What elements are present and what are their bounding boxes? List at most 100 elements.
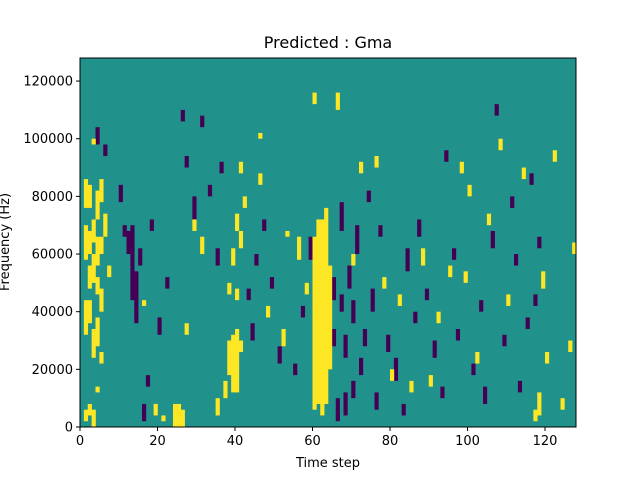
heatmap-cell-low [339,202,344,231]
heatmap-cell-high [184,323,189,335]
heatmap-cell-high [537,392,542,416]
heatmap-cell-low [126,230,131,255]
heatmap-cell-high [231,248,236,266]
heatmap-cell-low [417,219,422,237]
heatmap-cell-high [397,294,402,306]
heatmap-cell-low [215,248,220,266]
heatmap-cell-low [401,403,406,416]
heatmap-cell-high [87,184,92,208]
heatmap-cell-low [145,375,151,387]
heatmap-cell-low [343,392,348,416]
heatmap-cell-low [359,357,364,376]
heatmap-cell-low [370,288,375,312]
heatmap-cell-high [351,254,356,266]
heatmap-cell-low [386,334,391,353]
heatmap-cell-high [91,409,96,427]
heatmap-cell-high [324,207,329,404]
heatmap-cell-high [95,317,100,347]
heatmap-cell-high [242,196,247,208]
heatmap-cell-high [83,409,89,422]
heatmap-cell-high [235,328,240,393]
heatmap-cell-high [281,328,286,347]
heatmap-cell-low [331,328,337,347]
heatmap-cell-high [103,213,108,237]
heatmap-cell-high [312,92,317,105]
heatmap-cell-high [231,334,236,393]
heatmap-cell-low [529,173,534,185]
heatmap-cell-low [483,386,488,404]
heatmap-cell-high [95,277,100,295]
heatmap-cell-low [351,380,356,399]
x-tick-label: 80 [382,434,399,449]
heatmap-cell-high [560,398,565,410]
heatmap-cell-high [238,161,244,174]
heatmap-cell-low [134,271,139,324]
y-tick-label: 100000 [23,132,73,147]
heatmap-cell-low [219,161,224,174]
heatmap-cell-high [572,242,577,255]
heatmap-cell-high [87,230,92,255]
heatmap-cell-high [176,403,182,427]
heatmap-cell-high [87,300,92,324]
heatmap-cell-low [122,225,127,237]
heatmap-cell-high [266,305,271,318]
heatmap-cell-high [545,352,550,364]
heatmap-cell-high [83,225,89,260]
heatmap-cell-low [95,127,100,145]
heatmap-cell-low [269,277,275,289]
heatmap-cell-low [413,311,418,324]
heatmap-cell-low [165,277,170,289]
heatmap-cell-low [138,248,143,266]
heatmap-cell-high [320,219,325,416]
heatmap-cell-low [490,230,495,249]
heatmap-cell-low [440,386,445,399]
heatmap-cell-high [463,271,468,283]
heatmap-cell-high [297,236,302,260]
heatmap-cell-high [486,213,492,226]
heatmap-cell-high [541,271,546,289]
heatmap-cell-low [494,104,499,116]
heatmap-cell-high [99,288,104,312]
heatmap-cell-high [521,167,526,180]
heatmap-cell-low [192,196,197,220]
heatmap-cell-high [153,403,158,416]
heatmap-cell-low [254,254,259,266]
heatmap-cell-low [537,236,542,249]
x-tick-label: 100 [455,434,480,449]
heatmap-cell-high [467,184,472,197]
heatmap-cell-low [246,288,251,301]
heatmap-cell-high [409,380,414,393]
y-tick-label: 60000 [32,248,73,263]
heatmap-cell-high [552,150,557,162]
y-tick-label: 40000 [32,305,73,320]
heatmap-cell-low [424,288,430,301]
x-tick-label: 20 [149,434,166,449]
heatmap-cell-high [238,340,244,353]
heatmap-cell-high [316,219,321,404]
heatmap-cell-high [448,265,453,278]
heatmap-cell-high [87,403,92,416]
heatmap-cell-high [91,138,96,145]
heatmap-cell-high [87,265,92,289]
heatmap-cell-low [250,323,255,341]
heatmap-cell-low [200,115,205,128]
heatmap-cell-low [452,248,457,260]
heatmap-cell-high [390,369,395,381]
heatmap-cell-high [436,311,441,324]
heatmap-cell-high [107,265,112,278]
heatmap-cell-high [328,265,333,370]
heatmap-cell-low [378,225,383,237]
x-tick-label: 120 [533,434,558,449]
heatmap-cell-high [91,328,96,358]
heatmap-cell-low [277,346,282,364]
heatmap-cell-high [533,409,538,422]
heatmap-cell-high [223,380,228,399]
heatmap-cell-high [95,386,100,393]
heatmap-cell-high [91,254,96,283]
heatmap-cell-low [517,380,523,393]
heatmap-cell-high [568,340,573,353]
chart-title: Predicted : Gma [264,33,392,52]
heatmap-cell-low [347,265,352,289]
heatmap-cell-high [91,219,96,243]
